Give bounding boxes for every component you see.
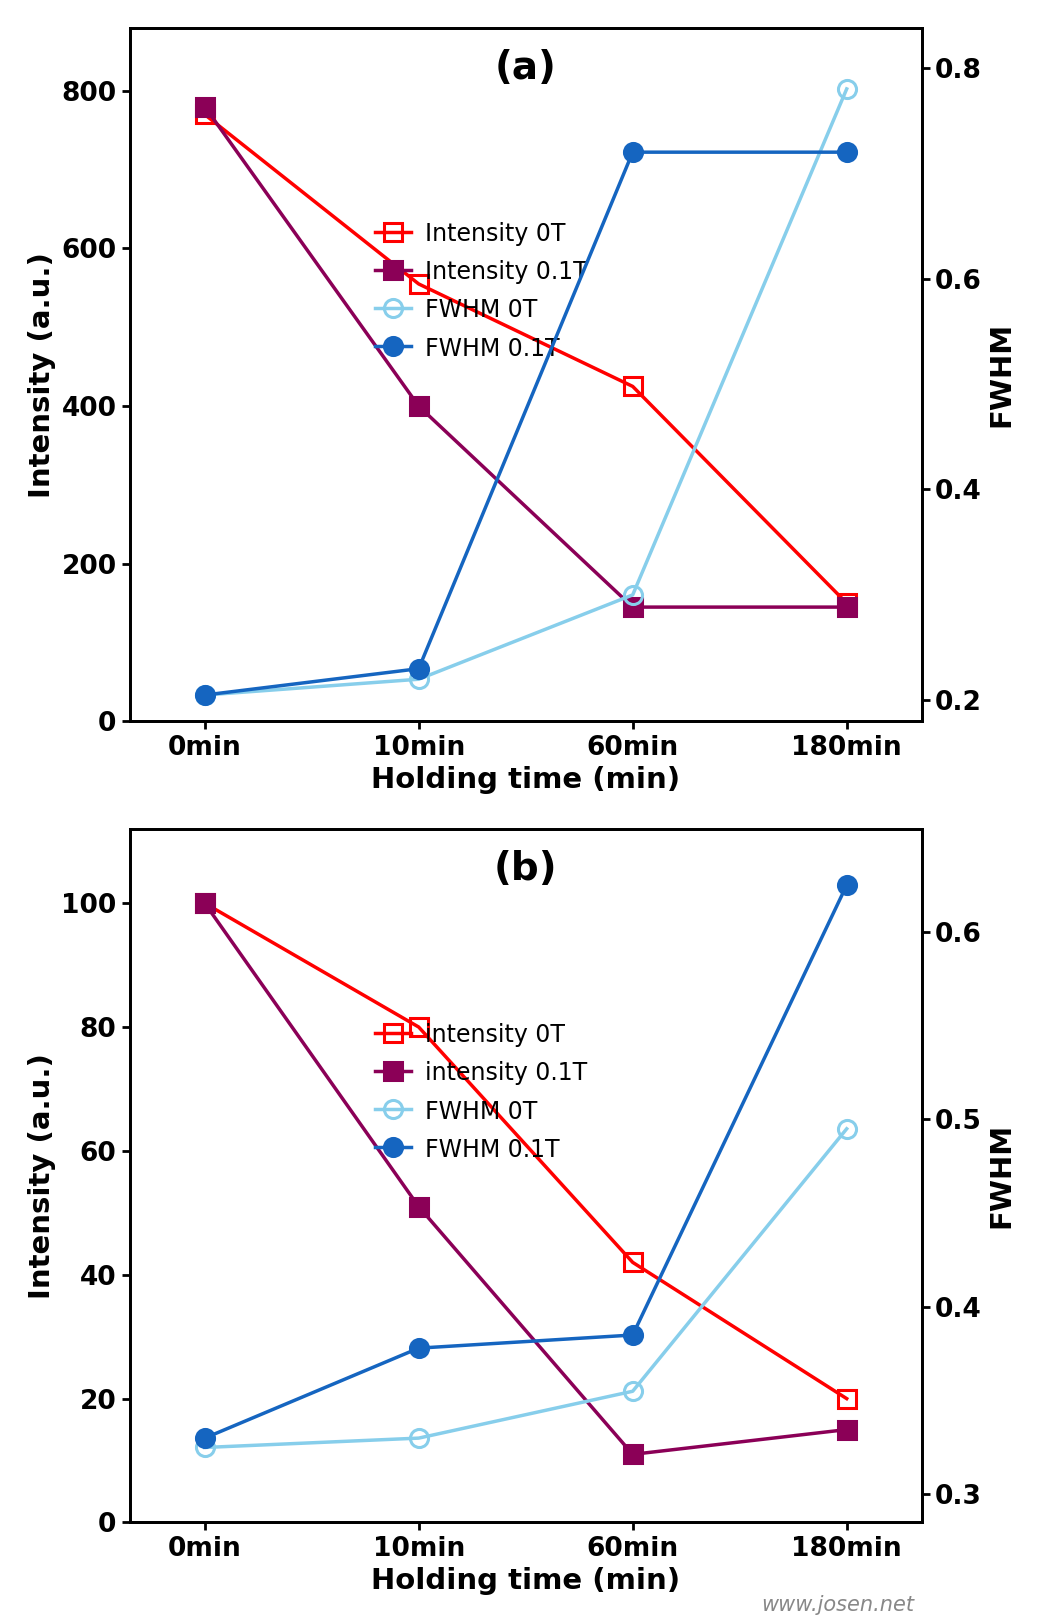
FWHM 0T	[412, 1428, 425, 1448]
intensity 0.1T	[412, 1196, 425, 1216]
intensity 0T	[841, 1389, 853, 1409]
Line: FWHM 0.1T: FWHM 0.1T	[196, 143, 855, 704]
Intensity 0T	[412, 274, 425, 294]
FWHM 0.1T	[627, 143, 639, 162]
Text: www.josen.net: www.josen.net	[761, 1595, 915, 1615]
Y-axis label: Intensity (a.u.): Intensity (a.u.)	[28, 252, 56, 498]
FWHM 0T	[412, 669, 425, 688]
Legend: Intensity 0T, Intensity 0.1T, FWHM 0T, FWHM 0.1T: Intensity 0T, Intensity 0.1T, FWHM 0T, F…	[363, 211, 600, 372]
Y-axis label: Intensity (a.u.): Intensity (a.u.)	[28, 1053, 55, 1298]
FWHM 0T	[198, 685, 211, 704]
FWHM 0T	[841, 1120, 853, 1139]
intensity 0.1T	[627, 1444, 639, 1464]
X-axis label: Holding time (min): Holding time (min)	[371, 766, 680, 794]
FWHM 0.1T	[841, 143, 853, 162]
Line: Intensity 0.1T: Intensity 0.1T	[196, 97, 855, 617]
Text: (b): (b)	[494, 850, 558, 888]
Intensity 0.1T	[198, 97, 211, 117]
intensity 0T	[198, 893, 211, 912]
Intensity 0.1T	[412, 396, 425, 415]
FWHM 0.1T	[841, 875, 853, 894]
FWHM 0.1T	[198, 685, 211, 704]
Intensity 0T	[198, 105, 211, 125]
Line: Intensity 0T: Intensity 0T	[196, 105, 855, 612]
FWHM 0.1T	[627, 1326, 639, 1345]
Y-axis label: FWHM: FWHM	[988, 321, 1015, 427]
Line: FWHM 0.1T: FWHM 0.1T	[196, 876, 855, 1448]
Legend: intensity 0T, intensity 0.1T, FWHM 0T, FWHM 0.1T: intensity 0T, intensity 0.1T, FWHM 0T, F…	[363, 1011, 599, 1173]
Line: FWHM 0T: FWHM 0T	[196, 80, 855, 704]
Intensity 0T	[841, 594, 853, 613]
Line: FWHM 0T: FWHM 0T	[196, 1120, 855, 1456]
FWHM 0T	[841, 80, 853, 99]
FWHM 0.1T	[198, 1428, 211, 1448]
Line: intensity 0.1T: intensity 0.1T	[196, 894, 855, 1464]
Intensity 0T	[627, 377, 639, 396]
Y-axis label: FWHM: FWHM	[988, 1123, 1015, 1229]
FWHM 0T	[627, 586, 639, 605]
Intensity 0.1T	[841, 597, 853, 617]
FWHM 0T	[198, 1438, 211, 1457]
FWHM 0.1T	[412, 1339, 425, 1358]
intensity 0T	[412, 1018, 425, 1037]
intensity 0.1T	[198, 893, 211, 912]
Intensity 0.1T	[627, 597, 639, 617]
FWHM 0T	[627, 1381, 639, 1401]
X-axis label: Holding time (min): Holding time (min)	[371, 1568, 680, 1595]
intensity 0T	[627, 1253, 639, 1272]
Text: (a): (a)	[494, 49, 557, 86]
intensity 0.1T	[841, 1420, 853, 1440]
FWHM 0.1T	[412, 659, 425, 678]
Line: intensity 0T: intensity 0T	[196, 894, 855, 1407]
